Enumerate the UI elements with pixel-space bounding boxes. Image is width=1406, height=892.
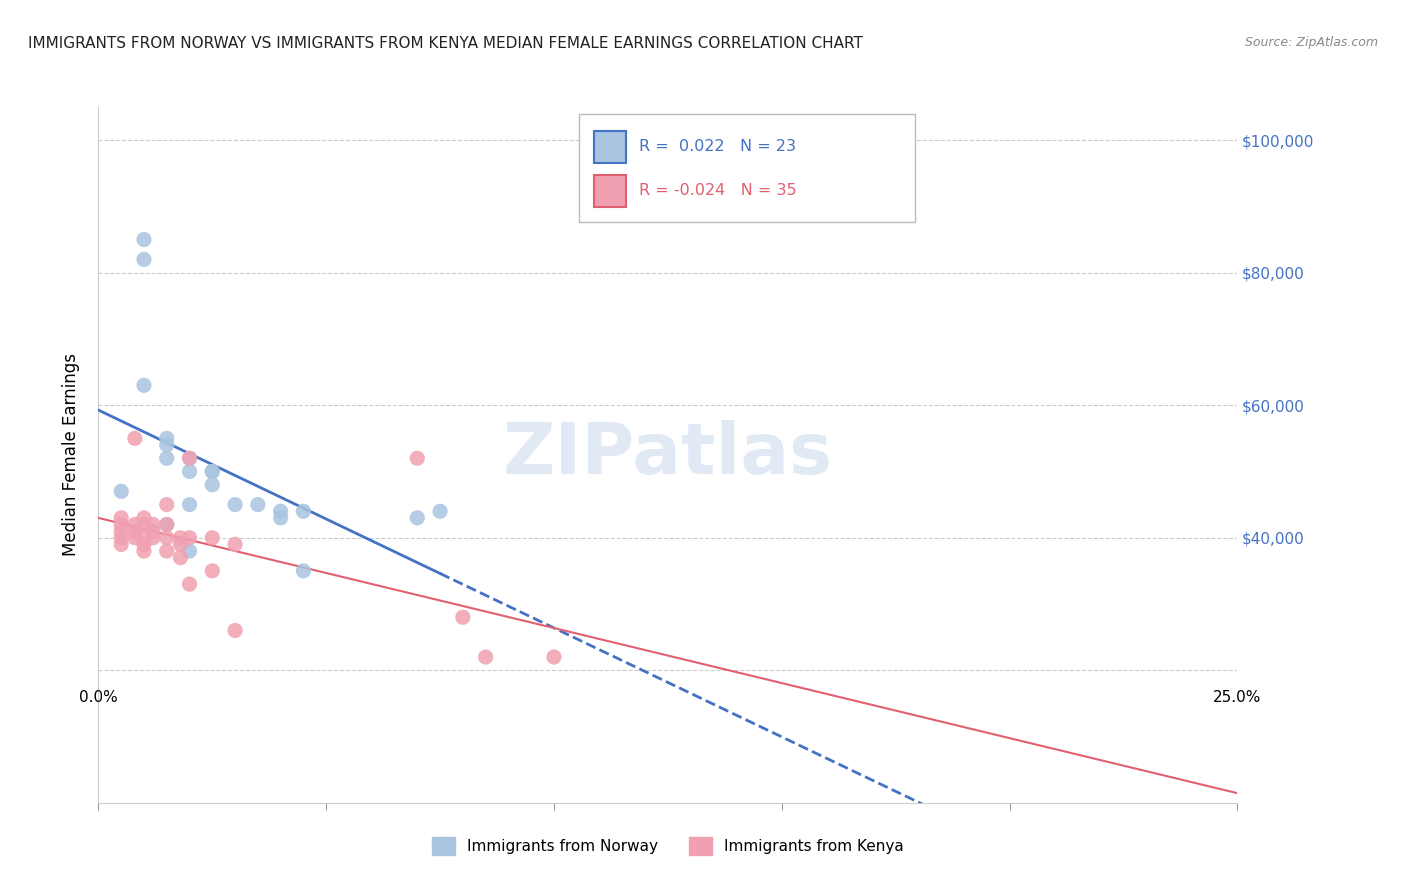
Point [110, 524, 132, 538]
Point [124, 524, 146, 538]
Point [179, 531, 201, 545]
Point [201, 531, 224, 545]
Point [132, 537, 155, 551]
Point [201, 465, 224, 479]
Point [451, 610, 474, 624]
Point [224, 537, 246, 551]
Point [142, 531, 165, 545]
Point [292, 504, 315, 518]
Point [224, 624, 246, 638]
Point [406, 511, 429, 525]
Point [169, 537, 191, 551]
Point [179, 577, 201, 591]
Point [132, 252, 155, 267]
Point [110, 531, 132, 545]
Point [406, 451, 429, 466]
Point [124, 517, 146, 532]
Text: Source: ZipAtlas.com: Source: ZipAtlas.com [1244, 36, 1378, 49]
Point [429, 504, 451, 518]
Point [132, 233, 155, 247]
Point [142, 517, 165, 532]
Point [132, 378, 155, 392]
Point [201, 564, 224, 578]
Point [132, 511, 155, 525]
Text: R =  0.022   N = 23: R = 0.022 N = 23 [640, 139, 796, 154]
Point [246, 498, 269, 512]
Point [270, 504, 292, 518]
Point [156, 517, 179, 532]
Point [224, 498, 246, 512]
Point [179, 451, 201, 466]
Point [156, 544, 179, 558]
Text: R = -0.024   N = 35: R = -0.024 N = 35 [640, 183, 797, 198]
Point [169, 550, 191, 565]
Y-axis label: Median Female Earnings: Median Female Earnings [62, 353, 80, 557]
Text: 0.0%: 0.0% [79, 690, 118, 706]
Point [179, 465, 201, 479]
Point [543, 650, 565, 665]
Point [110, 484, 132, 499]
Point [124, 531, 146, 545]
Point [132, 517, 155, 532]
Point [124, 431, 146, 445]
Point [156, 431, 179, 445]
Point [132, 544, 155, 558]
Point [110, 537, 132, 551]
Point [169, 531, 191, 545]
Point [142, 524, 165, 538]
Bar [593, 175, 626, 207]
Point [179, 451, 201, 466]
Point [156, 517, 179, 532]
Point [201, 477, 224, 491]
Point [156, 531, 179, 545]
Point [156, 498, 179, 512]
Text: IMMIGRANTS FROM NORWAY VS IMMIGRANTS FROM KENYA MEDIAN FEMALE EARNINGS CORRELATI: IMMIGRANTS FROM NORWAY VS IMMIGRANTS FRO… [28, 36, 863, 51]
Point [132, 531, 155, 545]
Text: 25.0%: 25.0% [1213, 690, 1261, 706]
Point [474, 650, 496, 665]
Point [179, 498, 201, 512]
Point [179, 544, 201, 558]
Point [201, 465, 224, 479]
Bar [593, 131, 626, 162]
Point [156, 438, 179, 452]
Text: ZIPatlas: ZIPatlas [503, 420, 832, 490]
Point [292, 564, 315, 578]
Point [110, 511, 132, 525]
Point [110, 517, 132, 532]
Legend: Immigrants from Norway, Immigrants from Kenya: Immigrants from Norway, Immigrants from … [426, 830, 910, 862]
Point [156, 451, 179, 466]
FancyBboxPatch shape [579, 114, 915, 222]
Point [270, 511, 292, 525]
